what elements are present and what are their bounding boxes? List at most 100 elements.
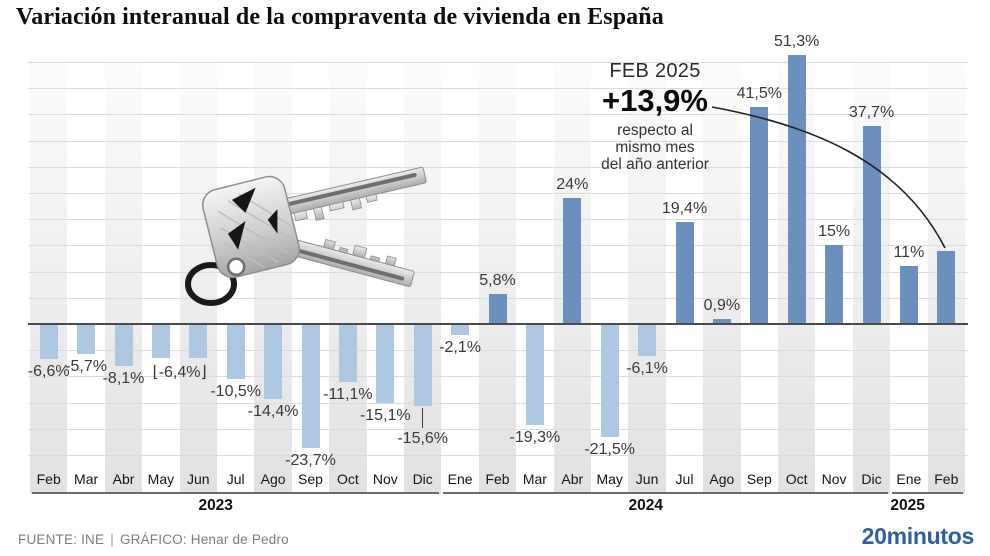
bar-value-label: 19,4% xyxy=(661,200,708,218)
gridline xyxy=(28,271,968,273)
key-hole xyxy=(226,257,246,277)
annotation-note-line: respecto al xyxy=(617,122,693,139)
gridline xyxy=(28,455,968,456)
bar-may-2024 xyxy=(600,324,619,437)
annotation-period: FEB 2025 xyxy=(609,60,701,82)
bar-oct-2023 xyxy=(338,324,357,383)
month-label: Jun xyxy=(187,471,210,487)
month-stripe xyxy=(478,62,517,494)
gridline xyxy=(28,219,968,221)
brand-logo: 20minutos xyxy=(861,523,975,549)
bar-value-label: 11% xyxy=(893,244,925,262)
month-label: Dic xyxy=(412,471,433,487)
bar-value-label: -15,6% xyxy=(397,429,449,447)
bar-value-label: 5,8% xyxy=(479,271,516,289)
author-credit: GRÁFICO: Henar de Pedro xyxy=(119,532,289,547)
bar-jun-2023 xyxy=(189,324,208,358)
zero-axis-line xyxy=(28,322,968,326)
bar-jul-2024 xyxy=(675,222,694,324)
bar-value-label: -6,1% xyxy=(626,359,668,377)
gridline xyxy=(28,376,968,378)
bar-value-label: -11,1% xyxy=(323,386,373,404)
bar-value-label: -14,4% xyxy=(247,403,299,421)
bar-feb-2024 xyxy=(488,293,507,324)
gridline xyxy=(28,245,968,247)
bar-value-label: -5,7% xyxy=(65,357,107,375)
bar-value-label: -6,6% xyxy=(27,362,70,380)
month-label: Oct xyxy=(785,471,808,487)
month-label: Nov xyxy=(372,471,398,487)
bar-value-label: 41,5% xyxy=(736,84,782,102)
bar-ene-2025 xyxy=(899,266,918,324)
bar-value-label: -2,1% xyxy=(439,339,481,356)
month-label: Ago xyxy=(260,471,286,487)
year-label: 2024 xyxy=(628,497,664,514)
gridline xyxy=(28,88,968,90)
month-label: May xyxy=(596,471,623,487)
month-stripe xyxy=(104,62,143,494)
bar-jul-2023 xyxy=(226,324,245,380)
bar-nov-2024 xyxy=(825,245,844,324)
annotation-note-line: del año anterior xyxy=(601,156,709,174)
source-label: FUENTE: INE xyxy=(18,532,105,547)
bar-mar-2023 xyxy=(77,324,96,354)
bar-feb-2025 xyxy=(937,251,956,324)
month-label: May xyxy=(147,471,175,487)
annotation-note: respecto al mismo mes del año anterior xyxy=(555,122,755,173)
gridline xyxy=(28,402,968,404)
month-label: Abr xyxy=(561,471,584,487)
bar-may-2023 xyxy=(151,324,170,358)
bar-value-label: -15,1% xyxy=(359,407,411,425)
bar-value-label: 51,3% xyxy=(774,33,820,51)
bar-value-label: -10,5% xyxy=(210,383,262,401)
month-label: Nov xyxy=(821,471,847,487)
bar-feb-2023 xyxy=(39,324,58,359)
month-label: Dic xyxy=(861,471,882,487)
month-label: Abr xyxy=(112,471,135,487)
gridline xyxy=(28,62,968,63)
source-credit: FUENTE: INE | GRÁFICO: Henar de Pedro xyxy=(18,532,289,547)
bar-ago-2023 xyxy=(264,324,283,400)
month-stripe xyxy=(30,62,68,494)
bar-value-label: -23,7% xyxy=(285,452,336,470)
month-label: Jun xyxy=(635,471,659,487)
gridline xyxy=(28,193,968,194)
month-label: Sep xyxy=(298,471,323,487)
bar-abr-2023 xyxy=(114,324,133,367)
bar-value-label: -19,3% xyxy=(509,429,561,447)
month-stripe xyxy=(628,62,666,494)
page-title: Variación interanual de la compraventa d… xyxy=(16,4,664,30)
year-label: 2023 xyxy=(198,497,233,514)
bar-value-label: 0,9% xyxy=(703,297,741,315)
month-label: Feb xyxy=(934,471,959,487)
year-axis-line xyxy=(892,492,963,494)
gridline xyxy=(28,140,968,142)
gridline xyxy=(28,166,968,168)
bar-nov-2023 xyxy=(376,324,395,404)
gridline xyxy=(28,428,968,430)
bar-dic-2023 xyxy=(413,324,432,406)
annotation-value: +13,9% xyxy=(601,83,708,118)
month-label: Oct xyxy=(337,471,359,487)
month-label: Feb xyxy=(485,471,510,487)
month-label: Mar xyxy=(522,471,547,487)
year-axis-line xyxy=(443,492,889,494)
bar-ene-2024 xyxy=(451,324,470,335)
month-label: Ago xyxy=(709,471,735,487)
bar-dic-2024 xyxy=(862,126,881,324)
credit-separator: | xyxy=(110,532,114,547)
gridline xyxy=(28,350,968,352)
month-label: Ene xyxy=(447,471,473,487)
month-label: Ene xyxy=(896,471,922,487)
bar-mar-2024 xyxy=(525,324,544,426)
month-label: Jul xyxy=(226,471,245,487)
bar-value-label: 15% xyxy=(818,223,851,241)
bar-value-label: -8,1% xyxy=(102,370,145,388)
bar-ago-2024 xyxy=(712,319,731,324)
bar-value-label: 37,7% xyxy=(848,104,895,122)
month-label: Feb xyxy=(36,471,61,487)
bar-abr-2024 xyxy=(563,198,582,324)
bar-value-label: ⌊-6,4%⌋ xyxy=(152,363,207,381)
month-label: Mar xyxy=(74,471,99,487)
